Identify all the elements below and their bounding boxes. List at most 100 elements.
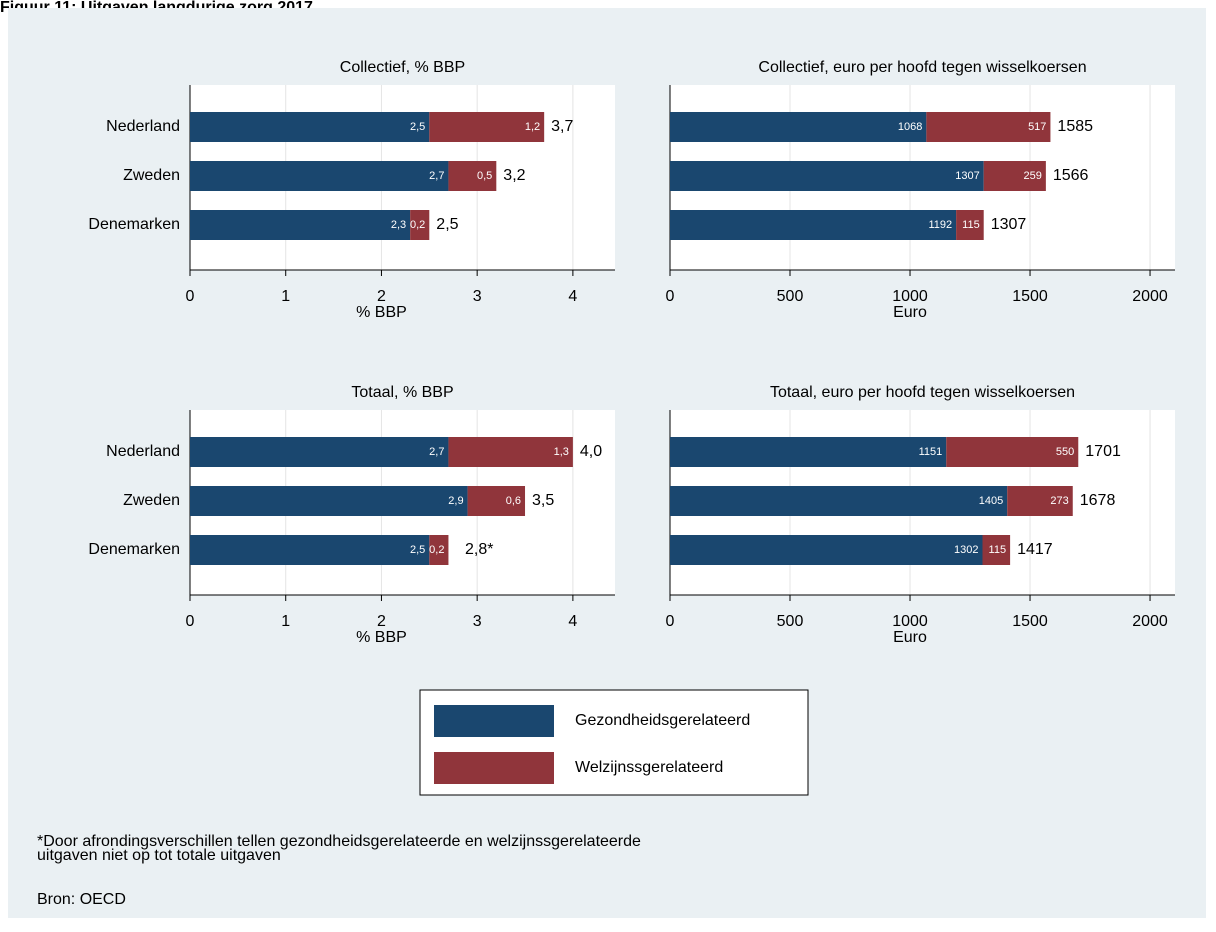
total-label: 1585: [1057, 118, 1093, 135]
total-label: 1678: [1080, 492, 1116, 509]
segment-label: 0,2: [410, 219, 425, 231]
segment-label: 2,9: [448, 495, 463, 507]
bar-segment: [429, 112, 545, 142]
segment-label: 517: [1028, 121, 1046, 133]
segment-label: 2,7: [429, 170, 444, 182]
segment-label: 1307: [955, 170, 979, 182]
segment-label: 273: [1050, 495, 1068, 507]
x-tick-label: 500: [777, 288, 804, 305]
footnote: uitgaven niet op tot totale uitgaven: [37, 847, 281, 864]
x-tick-label: 1500: [1012, 288, 1048, 305]
x-tick-label: 0: [186, 288, 195, 305]
segment-label: 1302: [954, 544, 978, 556]
bar-segment: [190, 161, 449, 191]
panel-title: Collectief, % BBP: [340, 59, 465, 76]
x-tick-label: 1: [281, 613, 290, 630]
category-label: Zweden: [123, 167, 180, 184]
x-tick-label: 1000: [892, 288, 928, 305]
segment-label: 1,3: [554, 446, 569, 458]
legend-swatch: [434, 705, 554, 737]
total-label: 3,7: [551, 118, 573, 135]
x-tick-label: 3: [473, 613, 482, 630]
bar-segment: [448, 161, 497, 191]
x-tick-label: 0: [666, 613, 675, 630]
segment-label: 2,5: [410, 121, 425, 133]
x-tick-label: 0: [186, 613, 195, 630]
total-label: 3,5: [532, 492, 554, 509]
x-axis-title: Euro: [893, 629, 927, 646]
category-label: Zweden: [123, 492, 180, 509]
legend-label: Gezondheidsgerelateerd: [575, 712, 750, 729]
total-label: 4,0: [580, 443, 602, 460]
bar-segment: [410, 210, 430, 240]
segment-label: 0,5: [477, 170, 492, 182]
x-tick-label: 500: [777, 613, 804, 630]
segment-label: 115: [962, 219, 980, 231]
total-label: 2,5: [436, 216, 458, 233]
legend-swatch: [434, 752, 554, 784]
bar-segment: [956, 210, 984, 240]
x-tick-label: 2: [377, 613, 386, 630]
x-tick-label: 2: [377, 288, 386, 305]
segment-label: 115: [989, 544, 1007, 556]
bar-segment: [448, 437, 573, 467]
bar-segment: [190, 437, 449, 467]
legend-label: Welzijnssgerelateerd: [575, 759, 723, 776]
segment-label: 1068: [898, 121, 922, 133]
bar-segment: [926, 112, 1051, 142]
bar-segment: [946, 437, 1079, 467]
bar-segment: [190, 535, 430, 565]
segment-label: 0,6: [506, 495, 521, 507]
x-tick-label: 2000: [1132, 288, 1168, 305]
panel-title: Totaal, % BBP: [351, 384, 453, 401]
category-label: Denemarken: [88, 216, 180, 233]
footnote: *Door afrondingsverschillen tellen gezon…: [37, 833, 641, 850]
bar-segment: [190, 486, 468, 516]
total-label: 3,2: [503, 167, 525, 184]
bar-segment: [983, 161, 1046, 191]
total-label: 1566: [1053, 167, 1089, 184]
total-label: 1307: [991, 216, 1027, 233]
bar-segment: [670, 486, 1008, 516]
bar-segment: [429, 535, 449, 565]
total-label: 2,8*: [465, 541, 493, 558]
x-tick-label: 4: [568, 288, 577, 305]
segment-label: 2,7: [429, 446, 444, 458]
segment-label: 2,5: [410, 544, 425, 556]
segment-label: 0,2: [429, 544, 444, 556]
bar-segment: [982, 535, 1011, 565]
bar-segment: [467, 486, 526, 516]
category-label: Nederland: [106, 118, 180, 135]
panel-title: Collectief, euro per hoofd tegen wisselk…: [758, 59, 1086, 76]
bar-segment: [190, 112, 430, 142]
x-tick-label: 4: [568, 613, 577, 630]
category-label: Denemarken: [88, 541, 180, 558]
bar-segment: [670, 437, 947, 467]
segment-label: 1405: [979, 495, 1003, 507]
total-label: 1701: [1085, 443, 1121, 460]
x-axis-title: % BBP: [356, 629, 407, 646]
segment-label: 2,3: [391, 219, 406, 231]
x-tick-label: 3: [473, 288, 482, 305]
segment-label: 550: [1056, 446, 1074, 458]
bar-segment: [670, 161, 984, 191]
panel-title: Totaal, euro per hoofd tegen wisselkoers…: [770, 384, 1075, 401]
x-tick-label: 2000: [1132, 613, 1168, 630]
segment-label: 1151: [919, 446, 943, 458]
x-tick-label: 1500: [1012, 613, 1048, 630]
segment-label: 1,2: [525, 121, 540, 133]
x-tick-label: 1: [281, 288, 290, 305]
x-axis-title: % BBP: [356, 304, 407, 321]
source: Bron: OECD: [37, 891, 126, 908]
bar-segment: [1007, 486, 1073, 516]
bar-segment: [670, 535, 983, 565]
total-label: 1417: [1017, 541, 1053, 558]
bar-segment: [670, 210, 957, 240]
segment-label: 1192: [928, 219, 952, 231]
x-axis-title: Euro: [893, 304, 927, 321]
bar-segment: [190, 210, 411, 240]
segment-label: 259: [1024, 170, 1042, 182]
x-tick-label: 1000: [892, 613, 928, 630]
bar-segment: [670, 112, 927, 142]
